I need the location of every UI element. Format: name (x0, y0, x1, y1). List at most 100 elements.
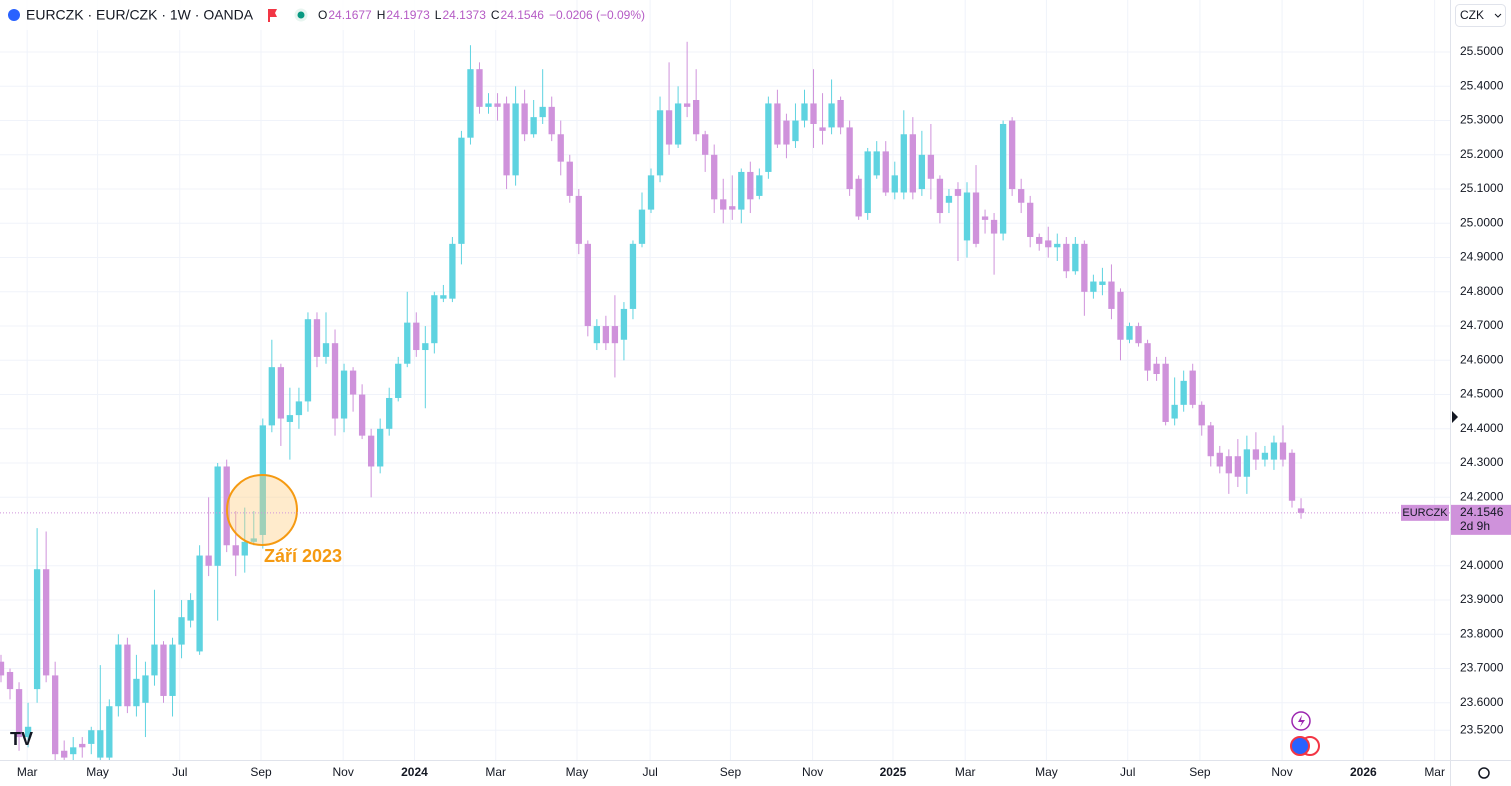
candle-body (33, 569, 41, 690)
candle-body (972, 192, 980, 244)
x-tick-label: Jul (642, 765, 657, 779)
candle-body (1108, 281, 1115, 309)
candle-body (286, 415, 294, 422)
last-price-symbol: EURCZK (1402, 507, 1448, 519)
candle-body (431, 295, 438, 344)
x-tick-label: Sep (720, 765, 742, 779)
candle-body (810, 103, 817, 124)
candle-body (945, 195, 953, 203)
candle-body (756, 175, 763, 196)
candle-body (566, 161, 573, 196)
candle-body (1270, 442, 1278, 460)
candle-body (638, 209, 646, 244)
candle-body (1162, 363, 1169, 422)
y-tick-label: 23.9000 (1460, 592, 1504, 606)
candle-body (909, 134, 916, 193)
candle-body (918, 154, 926, 190)
candle-body (792, 120, 799, 142)
candle-body (1216, 452, 1223, 467)
currency-caret (1494, 13, 1502, 18)
scroll-marker[interactable] (1452, 411, 1458, 423)
candle-body (1153, 363, 1160, 375)
candle-body (530, 117, 537, 135)
x-tick-label: 2024 (401, 765, 428, 779)
candle-body (70, 747, 77, 755)
y-tick-label: 24.3000 (1460, 455, 1504, 469)
candle-body (927, 154, 935, 179)
candle-body (900, 134, 907, 193)
legend-value: 24.1546 (501, 8, 545, 22)
candle-body (765, 103, 772, 172)
candle-body (1045, 240, 1052, 248)
flag-icon[interactable] (268, 9, 277, 22)
annotation-text: Září 2023 (264, 546, 342, 566)
candle-body (783, 120, 790, 145)
candle-body (711, 154, 718, 200)
candle-body (846, 127, 853, 190)
candle-body (647, 175, 655, 210)
x-tick-label: Mar (955, 765, 976, 779)
candle-body (611, 326, 619, 344)
last-price-value: 24.1546 (1460, 505, 1504, 519)
candle-body (97, 730, 104, 758)
candle-body (593, 326, 601, 344)
x-tick-label: Jul (1120, 765, 1135, 779)
y-tick-label: 23.5200 (1460, 722, 1504, 736)
ohlc-legend: O 24.1677 H 24.1973 L 24.1373 C 24.1546 −0.0206 … (318, 8, 645, 22)
candle-body (494, 103, 501, 107)
x-tick-label: Nov (1271, 765, 1292, 779)
candle-body (268, 367, 275, 426)
candle-body (1027, 202, 1034, 238)
y-tick-label: 24.2000 (1460, 489, 1504, 503)
candle-body (1063, 243, 1070, 272)
y-tick-label: 24.4000 (1460, 421, 1504, 435)
candle-body (1126, 326, 1133, 340)
candle-body (837, 100, 844, 128)
y-tick-label: 24.0000 (1460, 558, 1504, 572)
candle-body (602, 326, 610, 344)
candle-body (1252, 449, 1260, 460)
y-tick-label: 23.8000 (1460, 626, 1504, 640)
tv-logo[interactable]: TV (10, 729, 33, 749)
x-tick-label: May (86, 765, 109, 779)
candle-body (891, 175, 898, 193)
candle-body (1018, 189, 1025, 203)
symbol-title[interactable]: EURCZK · EUR/CZK · 1W · OANDA (26, 7, 254, 23)
event-icon-3[interactable] (1290, 736, 1310, 756)
candle-body (52, 675, 59, 755)
candle-body (575, 195, 582, 244)
legend-value: 24.1973 (386, 8, 430, 22)
candle-body (936, 178, 944, 214)
candle-body (557, 134, 564, 162)
candle-body (196, 555, 203, 652)
candle-body (720, 199, 727, 210)
candle-body (422, 343, 429, 351)
candle-body (1261, 452, 1269, 460)
candle-body (79, 743, 86, 748)
legend-label: C (491, 8, 500, 22)
y-tick-label: 23.6000 (1460, 695, 1504, 709)
candle-body (774, 103, 781, 145)
countdown: 2d 9h (1460, 519, 1490, 533)
x-tick-label: Mar (1424, 765, 1445, 779)
candle-body (277, 367, 285, 419)
currency-button[interactable] (1455, 4, 1506, 27)
candle-body (1225, 456, 1232, 474)
candle-body (629, 243, 637, 309)
candle-body (259, 425, 266, 535)
x-tick-label: Sep (1189, 765, 1211, 779)
settings-icon[interactable] (1478, 767, 1490, 779)
y-tick-label: 24.9000 (1460, 250, 1504, 264)
candle-body (1090, 281, 1097, 292)
candle-body (873, 151, 880, 176)
candle-body (386, 397, 393, 429)
y-tick-label: 24.7000 (1460, 318, 1504, 332)
legend-value: 24.1677 (328, 8, 372, 22)
candle-body (584, 243, 591, 327)
candles (0, 41, 1305, 762)
legend-label: H (377, 8, 386, 22)
candle-body (1171, 404, 1178, 419)
candle-body (367, 435, 375, 467)
